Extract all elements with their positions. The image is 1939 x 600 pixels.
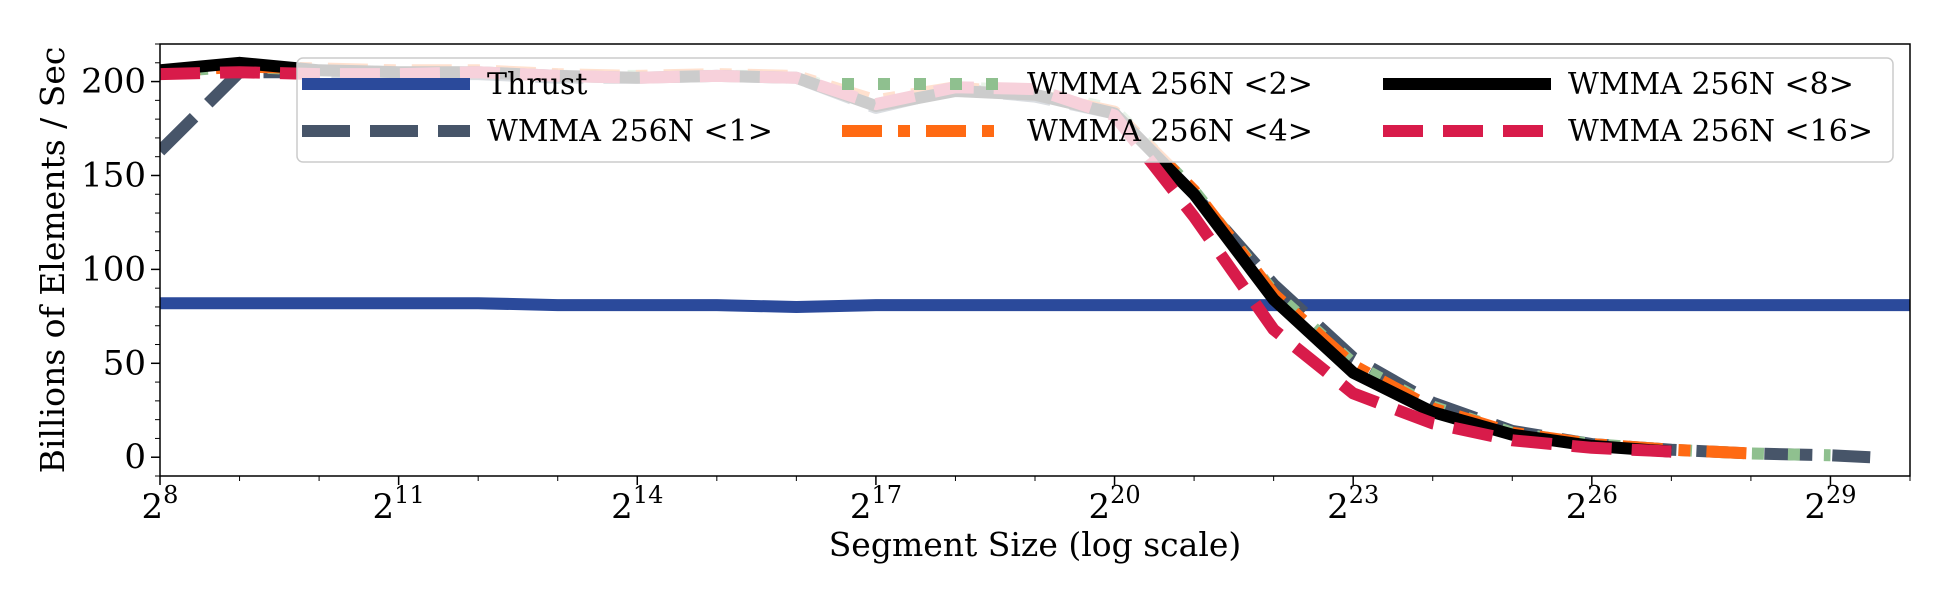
y-axis-title: Billions of Elements / Sec xyxy=(33,47,72,474)
legend-label-6: WMMA 256N <16> xyxy=(1568,114,1873,149)
legend-label-3: WMMA 256N <2> xyxy=(1027,67,1313,102)
legend-label-2: WMMA 256N <1> xyxy=(487,114,773,149)
y-tick-label: 200 xyxy=(81,62,146,102)
y-tick-label: 50 xyxy=(103,343,146,383)
legend-label-5: WMMA 256N <8> xyxy=(1568,67,1854,102)
legend-label-1: Thrust xyxy=(487,67,587,102)
x-tick-label: 28 xyxy=(142,481,179,527)
y-tick-label: 150 xyxy=(81,155,146,195)
x-axis: 28 211 214 217 220 223 226 229 xyxy=(142,476,1911,527)
y-tick-label: 0 xyxy=(124,437,146,477)
series-line-1 xyxy=(160,297,1910,313)
y-tick-label: 100 xyxy=(81,249,146,289)
x-tick-label: 220 xyxy=(1088,481,1140,527)
x-tick-label: 214 xyxy=(611,481,663,527)
legend-label-4: WMMA 256N <4> xyxy=(1027,114,1313,149)
x-tick-label: 229 xyxy=(1804,481,1856,527)
y-axis: 0 50 100 150 200 xyxy=(81,43,160,477)
x-tick-label: 217 xyxy=(850,481,902,527)
x-tick-label: 223 xyxy=(1327,481,1379,527)
x-axis-title: Segment Size (log scale) xyxy=(829,525,1242,564)
x-tick-label: 226 xyxy=(1566,481,1618,527)
legend: Thrust WMMA 256N <1> WMMA 256N <2> WMMA 256… xyxy=(296,57,1894,163)
x-tick-label: 211 xyxy=(373,481,425,527)
